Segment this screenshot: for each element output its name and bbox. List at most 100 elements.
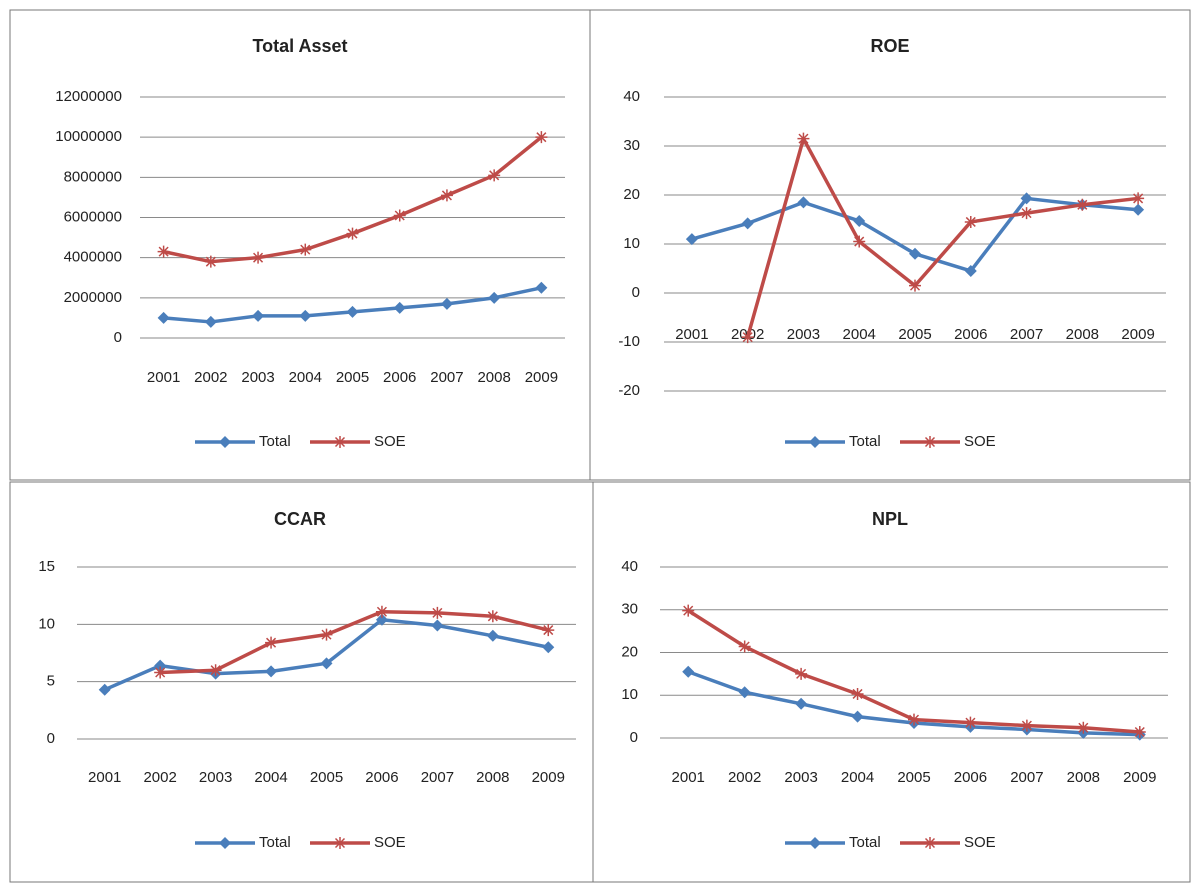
marker (797, 132, 810, 145)
marker (320, 657, 333, 670)
x-tick-label: 2001 (88, 769, 121, 786)
x-tick-label: 2002 (194, 369, 227, 386)
x-tick-label: 2003 (784, 769, 817, 786)
x-tick-label: 2001 (675, 326, 708, 343)
marker (964, 215, 977, 228)
y-tick-label: 15 (38, 558, 55, 575)
marker (853, 214, 866, 227)
marker (851, 687, 864, 700)
legend-label: Total (259, 433, 291, 450)
x-tick-label: 2001 (672, 769, 705, 786)
marker (154, 666, 167, 679)
x-tick-label: 2008 (1066, 326, 1099, 343)
y-tick-label: 10000000 (55, 128, 122, 145)
x-tick-label: 2004 (841, 769, 874, 786)
marker (1020, 207, 1033, 220)
x-tick-label: 2003 (199, 769, 232, 786)
legend-label: SOE (964, 433, 996, 450)
marker (375, 605, 388, 618)
marker (209, 664, 222, 677)
marker (1076, 198, 1089, 211)
panel-border (589, 9, 1191, 481)
chart-title: NPL (872, 509, 908, 529)
marker (486, 610, 499, 623)
x-tick-label: 2007 (421, 769, 454, 786)
marker (346, 305, 359, 318)
y-tick-label: 10 (623, 235, 640, 252)
x-tick-label: 2003 (241, 369, 274, 386)
y-tick-label: 0 (47, 730, 55, 747)
marker (440, 297, 453, 310)
y-tick-label: 40 (623, 88, 640, 105)
marker (219, 837, 231, 849)
legend-label: Total (259, 834, 291, 851)
marker (204, 255, 217, 268)
marker (431, 606, 444, 619)
marker (320, 628, 333, 641)
y-tick-label: 20 (621, 643, 638, 660)
x-tick-label: 2008 (477, 369, 510, 386)
y-tick-label: 10 (621, 686, 638, 703)
marker (431, 619, 444, 632)
marker (542, 641, 555, 654)
x-tick-label: 2005 (336, 369, 369, 386)
marker (685, 233, 698, 246)
marker (252, 309, 265, 322)
marker (1133, 726, 1146, 739)
marker (909, 247, 921, 260)
marker (265, 665, 278, 678)
marker (682, 604, 695, 617)
marker (488, 291, 501, 304)
y-tick-label: 0 (114, 329, 122, 346)
marker (219, 436, 231, 448)
marker (809, 436, 821, 448)
x-tick-label: 2009 (532, 769, 565, 786)
marker (738, 640, 751, 653)
marker (334, 436, 346, 448)
marker (741, 331, 754, 344)
y-tick-label: 6000000 (64, 208, 122, 225)
series-line (160, 609, 549, 675)
y-tick-label: 30 (621, 601, 638, 618)
marker (334, 837, 346, 849)
x-tick-label: 2008 (1067, 769, 1100, 786)
y-tick-label: 2000000 (64, 289, 122, 306)
marker (1020, 192, 1033, 205)
y-tick-label: 20 (623, 186, 640, 203)
marker (741, 217, 754, 230)
marker (486, 629, 499, 642)
marker (964, 264, 977, 277)
x-tick-label: 2005 (897, 769, 930, 786)
marker (795, 667, 808, 680)
marker (542, 624, 555, 637)
x-tick-label: 2003 (787, 326, 820, 343)
marker (795, 697, 808, 710)
marker (393, 209, 406, 222)
marker (299, 243, 312, 256)
legend-label: Total (849, 433, 881, 450)
marker (346, 227, 359, 240)
marker (535, 131, 548, 144)
marker (440, 189, 453, 202)
x-tick-label: 2008 (476, 769, 509, 786)
marker (157, 311, 170, 324)
marker (809, 837, 821, 849)
legend-label: SOE (374, 834, 406, 851)
x-tick-label: 2001 (147, 369, 180, 386)
x-tick-label: 2004 (289, 369, 322, 386)
marker (375, 613, 388, 626)
x-tick-label: 2005 (310, 769, 343, 786)
x-tick-label: 2009 (1123, 769, 1156, 786)
marker (265, 636, 278, 649)
x-tick-label: 2005 (898, 326, 931, 343)
legend-label: Total (849, 834, 881, 851)
x-tick-label: 2009 (1121, 326, 1154, 343)
marker (252, 251, 265, 264)
y-tick-label: 30 (623, 137, 640, 154)
marker (299, 309, 312, 322)
marker (682, 665, 695, 678)
x-tick-label: 2002 (143, 769, 176, 786)
